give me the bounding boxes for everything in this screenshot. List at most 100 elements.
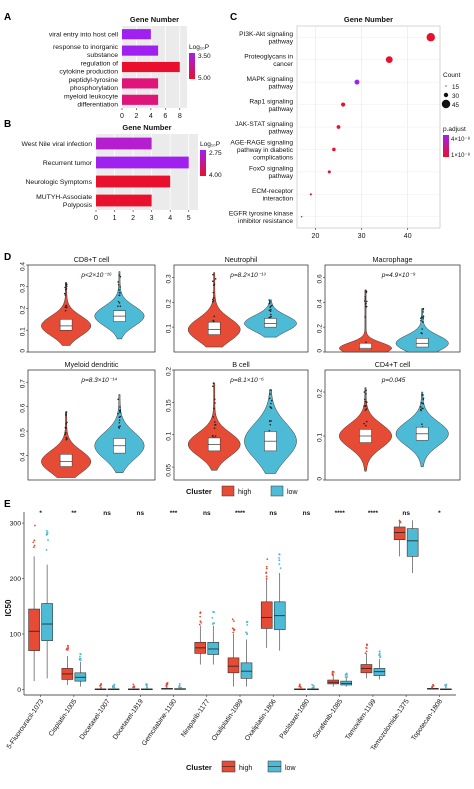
bar bbox=[122, 61, 180, 73]
outlier-point bbox=[199, 620, 202, 623]
box-high bbox=[227, 657, 240, 674]
category-label: Proteoglycans in bbox=[244, 53, 293, 60]
outlier-point bbox=[445, 683, 448, 686]
outlier-point bbox=[32, 546, 35, 549]
outlier-point bbox=[118, 289, 120, 291]
outlier-point bbox=[278, 553, 281, 555]
bar bbox=[122, 29, 151, 40]
y-tick-label: 0.2 bbox=[166, 299, 173, 308]
outlier-point bbox=[346, 674, 348, 676]
outlier-point bbox=[64, 288, 67, 291]
category-label: response to inorganic bbox=[53, 44, 119, 51]
outlier-point bbox=[419, 408, 422, 411]
y-tick-label: 0.2 bbox=[317, 389, 324, 398]
category-label: AGE-RAGE signaling bbox=[230, 139, 293, 146]
outlier-point bbox=[344, 674, 347, 676]
outlier-point bbox=[117, 300, 120, 303]
violin-panel-title: CD4+T cell bbox=[375, 360, 411, 369]
y-tick-label: 0.6 bbox=[317, 274, 324, 283]
outlier-point bbox=[344, 676, 347, 678]
violin-box-high bbox=[359, 343, 372, 350]
outlier-point bbox=[365, 389, 367, 392]
outlier-point bbox=[421, 332, 423, 335]
y-tick-label: 0.2 bbox=[166, 367, 173, 376]
outlier-point bbox=[298, 683, 301, 686]
outlier-point bbox=[65, 287, 68, 290]
violin-box-low bbox=[415, 338, 429, 348]
outlier-point bbox=[365, 650, 368, 653]
outlier-point bbox=[399, 521, 401, 524]
outlier-point bbox=[212, 416, 214, 418]
outlier-point bbox=[113, 683, 116, 686]
outlier-point bbox=[422, 317, 424, 320]
x-tick-label: 30 bbox=[358, 233, 366, 240]
category-label: MAPK signaling bbox=[246, 76, 293, 83]
outlier-point bbox=[364, 409, 367, 411]
legend-size-dot bbox=[445, 85, 447, 87]
outlier-point bbox=[278, 557, 280, 559]
outlier-point bbox=[378, 650, 381, 653]
panel-a-bar-chart: Gene Number viral entry into host cell res… bbox=[49, 15, 211, 120]
outlier-point bbox=[65, 414, 67, 416]
legend-label: low bbox=[285, 765, 296, 772]
significance-label: ns bbox=[203, 510, 211, 517]
chart-title: Gene Number bbox=[344, 15, 393, 24]
bar bbox=[122, 94, 159, 105]
outlier-point bbox=[265, 577, 268, 580]
violin-panel-title: CD8+T cell bbox=[74, 255, 110, 264]
outlier-point bbox=[118, 419, 121, 422]
legend-label: high bbox=[238, 489, 251, 496]
outlier-point bbox=[65, 438, 68, 441]
box-low bbox=[406, 528, 419, 557]
box-low bbox=[41, 603, 53, 641]
outlier-point bbox=[432, 683, 434, 686]
chart-title: Gene Number bbox=[130, 15, 179, 24]
outlier-point bbox=[213, 283, 216, 286]
outlier-point bbox=[378, 654, 381, 657]
outlier-point bbox=[278, 563, 281, 565]
p-value-label: p=8.1×10⁻⁶ bbox=[229, 377, 264, 384]
outlier-point bbox=[119, 425, 121, 427]
x-tick-label: Temozolomide-1375 bbox=[370, 698, 411, 752]
category-label: pathway in diabetic bbox=[237, 147, 294, 154]
x-tick-label: Docetaxel-1007 bbox=[79, 698, 112, 741]
p-value-label: p<2×10⁻¹⁶ bbox=[80, 272, 112, 279]
bar bbox=[96, 156, 189, 169]
outlier-point bbox=[212, 382, 215, 384]
outlier-point bbox=[119, 411, 121, 414]
y-tick-label: 0 bbox=[17, 687, 21, 694]
category-label: complications bbox=[253, 154, 294, 161]
outlier-point bbox=[64, 306, 67, 308]
data-point bbox=[341, 102, 346, 107]
category-label: interaction bbox=[263, 196, 294, 203]
outlier-point bbox=[422, 311, 424, 313]
x-tick-label: 2 bbox=[131, 215, 135, 222]
outlier-point bbox=[231, 618, 234, 621]
legend-label: low bbox=[287, 489, 298, 496]
outlier-point bbox=[363, 300, 366, 302]
y-tick-label: 0.3 bbox=[20, 283, 27, 292]
violin-panel-title: Myeloid dendritic bbox=[65, 360, 119, 369]
data-point bbox=[332, 147, 336, 152]
x-tick-label: 20 bbox=[312, 233, 320, 240]
outlier-point bbox=[45, 534, 48, 536]
outlier-point bbox=[431, 686, 433, 689]
outlier-point bbox=[66, 421, 68, 424]
category-label: differentiation bbox=[77, 101, 118, 108]
outlier-point bbox=[269, 300, 271, 303]
bar bbox=[96, 137, 152, 150]
significance-label: ns bbox=[303, 510, 311, 517]
outlier-point bbox=[64, 426, 67, 429]
outlier-point bbox=[331, 672, 334, 675]
outlier-point bbox=[178, 686, 180, 689]
outlier-point bbox=[365, 647, 368, 649]
x-tick-label: Oxaliplatin-1089 bbox=[211, 698, 245, 742]
category-label: PI3K-Akt signaling bbox=[239, 31, 293, 38]
outlier-point bbox=[299, 686, 302, 689]
significance-label: **** bbox=[335, 510, 346, 517]
x-tick-label: 0 bbox=[94, 215, 98, 222]
outlier-point bbox=[119, 292, 121, 294]
outlier-point bbox=[65, 432, 67, 434]
category-label: inhibitor resistance bbox=[238, 218, 293, 225]
chart-title: Gene Number bbox=[122, 123, 171, 132]
